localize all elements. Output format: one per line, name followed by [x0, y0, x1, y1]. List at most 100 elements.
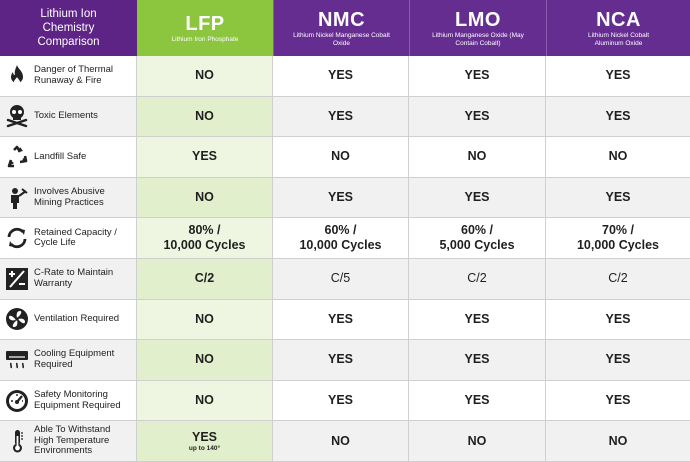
- cell-value: YES: [327, 68, 353, 83]
- cell-value: NO: [608, 149, 628, 164]
- column-subtitle: Lithium Nickel Cobalt Aluminum Oxide: [587, 31, 650, 47]
- table-row: Cooling Equipment Required NO YES YES YES: [0, 340, 690, 381]
- cell-value: YES: [464, 68, 490, 83]
- cell-value: NO: [195, 393, 214, 408]
- table-row: Safety Monitoring Equipment Required NO YE…: [0, 380, 690, 422]
- column-subtitle: Lithium Nickel Manganese Cobalt Oxide: [293, 31, 390, 47]
- cell-lfp: YES up to 140°: [137, 421, 273, 461]
- cell-lmo: YES: [409, 177, 546, 218]
- cell-value: NO: [467, 433, 487, 448]
- cell-value: 60% /10,000 Cycles: [299, 223, 382, 253]
- cell-nmc: YES: [273, 380, 409, 421]
- cell-value: C/2: [194, 271, 215, 286]
- cell-value: 70% /10,000 Cycles: [576, 223, 659, 253]
- table-row: Toxic Elements NO YES YES YES: [0, 96, 690, 138]
- column-header-nca: NCA Lithium Nickel Cobalt Aluminum Oxide: [546, 0, 690, 56]
- row-label: Able To Withstand High Temperature Envir…: [34, 424, 111, 457]
- cell-value: NO: [195, 68, 214, 83]
- cell-nmc: 60% /10,000 Cycles: [273, 218, 409, 258]
- cell-value: YES: [464, 311, 490, 326]
- table-row: Able To Withstand High Temperature Envir…: [0, 421, 690, 462]
- corner-title: Lithium Ion Chemistry Comparison: [0, 0, 137, 56]
- cell-nca: YES: [546, 381, 690, 421]
- skull-crossbones-icon: [0, 96, 34, 136]
- cell-value: NO: [608, 433, 628, 448]
- table-row: Danger of Thermal Runaway & Fire NO YES YES…: [0, 56, 690, 97]
- mining-worker-icon: [0, 178, 34, 218]
- cell-lmo: YES: [409, 380, 546, 421]
- cell-nca: C/2: [546, 259, 690, 299]
- air-conditioner-icon: [0, 340, 34, 380]
- cell-nmc: NO: [273, 137, 409, 177]
- cell-value: YES: [605, 190, 631, 205]
- cell-nmc: YES: [273, 96, 409, 137]
- cell-value: NO: [331, 433, 350, 448]
- row-label: Landfill Safe: [34, 150, 87, 162]
- cell-nca: YES: [546, 300, 690, 340]
- cell-nmc: C/5: [273, 259, 409, 299]
- cell-nmc: YES: [273, 340, 409, 380]
- plus-minus-battery-icon: [0, 259, 34, 299]
- cell-nca: YES: [546, 178, 690, 218]
- cell-value: YES: [464, 108, 490, 123]
- column-name: NMC: [317, 8, 366, 31]
- cell-value: YES: [605, 68, 631, 83]
- cell-lmo: YES: [409, 56, 546, 96]
- cell-lfp: NO: [137, 96, 273, 137]
- column-subtitle: Lithium Iron Phosphate: [171, 35, 239, 43]
- row-label-cell: Cooling Equipment Required: [0, 340, 137, 380]
- cell-lfp: NO: [137, 299, 273, 340]
- cell-lfp: NO: [137, 177, 273, 218]
- cell-nca: YES: [546, 97, 690, 137]
- column-name: NCA: [596, 8, 641, 31]
- cell-nmc: YES: [273, 56, 409, 96]
- cell-note: up to 140°: [188, 445, 221, 453]
- cell-value: C/5: [330, 271, 351, 286]
- thermometer-icon: [0, 421, 34, 461]
- cell-value: YES: [327, 190, 353, 205]
- cell-nca: YES: [546, 56, 690, 96]
- cell-value: YES: [327, 311, 353, 326]
- cell-value: YES: [605, 311, 631, 326]
- cell-lmo: C/2: [409, 259, 546, 299]
- cell-lmo: YES: [409, 299, 546, 340]
- row-label-cell: Ventilation Required: [0, 299, 137, 340]
- cell-value: NO: [195, 108, 214, 123]
- cell-nmc: YES: [273, 177, 409, 218]
- cell-lfp: NO: [137, 380, 273, 421]
- row-label-cell: C-Rate to Maintain Warranty: [0, 259, 137, 299]
- row-label-cell: Danger of Thermal Runaway & Fire: [0, 56, 137, 96]
- cell-value: YES: [464, 393, 490, 408]
- cell-value: C/2: [608, 271, 628, 286]
- column-header-nmc: NMC Lithium Nickel Manganese Cobalt Oxid…: [273, 0, 409, 56]
- column-name: LFP: [185, 12, 225, 35]
- cell-value: NO: [331, 149, 350, 164]
- cell-value: YES: [327, 393, 353, 408]
- cell-value: YES: [464, 190, 490, 205]
- cell-value: NO: [195, 311, 214, 326]
- table-row: Retained Capacity / Cycle Life 80% /10,00…: [0, 218, 690, 259]
- cell-nca: NO: [546, 137, 690, 177]
- row-label: C-Rate to Maintain Warranty: [34, 267, 114, 289]
- row-label: Involves Abusive Mining Practices: [34, 186, 105, 208]
- cell-value: NO: [195, 352, 214, 367]
- cycle-arrows-icon: [0, 218, 34, 258]
- cell-value: C/2: [467, 271, 487, 286]
- table-row: Involves Abusive Mining Practices NO YES YE…: [0, 177, 690, 219]
- row-label-cell: Retained Capacity / Cycle Life: [0, 218, 137, 258]
- row-label: Danger of Thermal Runaway & Fire: [34, 64, 114, 86]
- row-label-cell: Toxic Elements: [0, 96, 137, 137]
- row-label-cell: Involves Abusive Mining Practices: [0, 177, 137, 218]
- cell-value: YES: [605, 352, 631, 367]
- cell-nca: 70% /10,000 Cycles: [546, 218, 690, 258]
- cell-lmo: YES: [409, 96, 546, 137]
- cell-value: YES: [605, 108, 631, 123]
- cell-lmo: NO: [409, 137, 546, 177]
- row-label: Safety Monitoring Equipment Required: [34, 389, 121, 411]
- gauge-icon: [0, 381, 34, 421]
- cell-value: NO: [195, 190, 214, 205]
- row-label: Cooling Equipment Required: [34, 348, 115, 370]
- fan-icon: [0, 299, 34, 339]
- cell-value: 80% /10,000 Cycles: [163, 223, 246, 253]
